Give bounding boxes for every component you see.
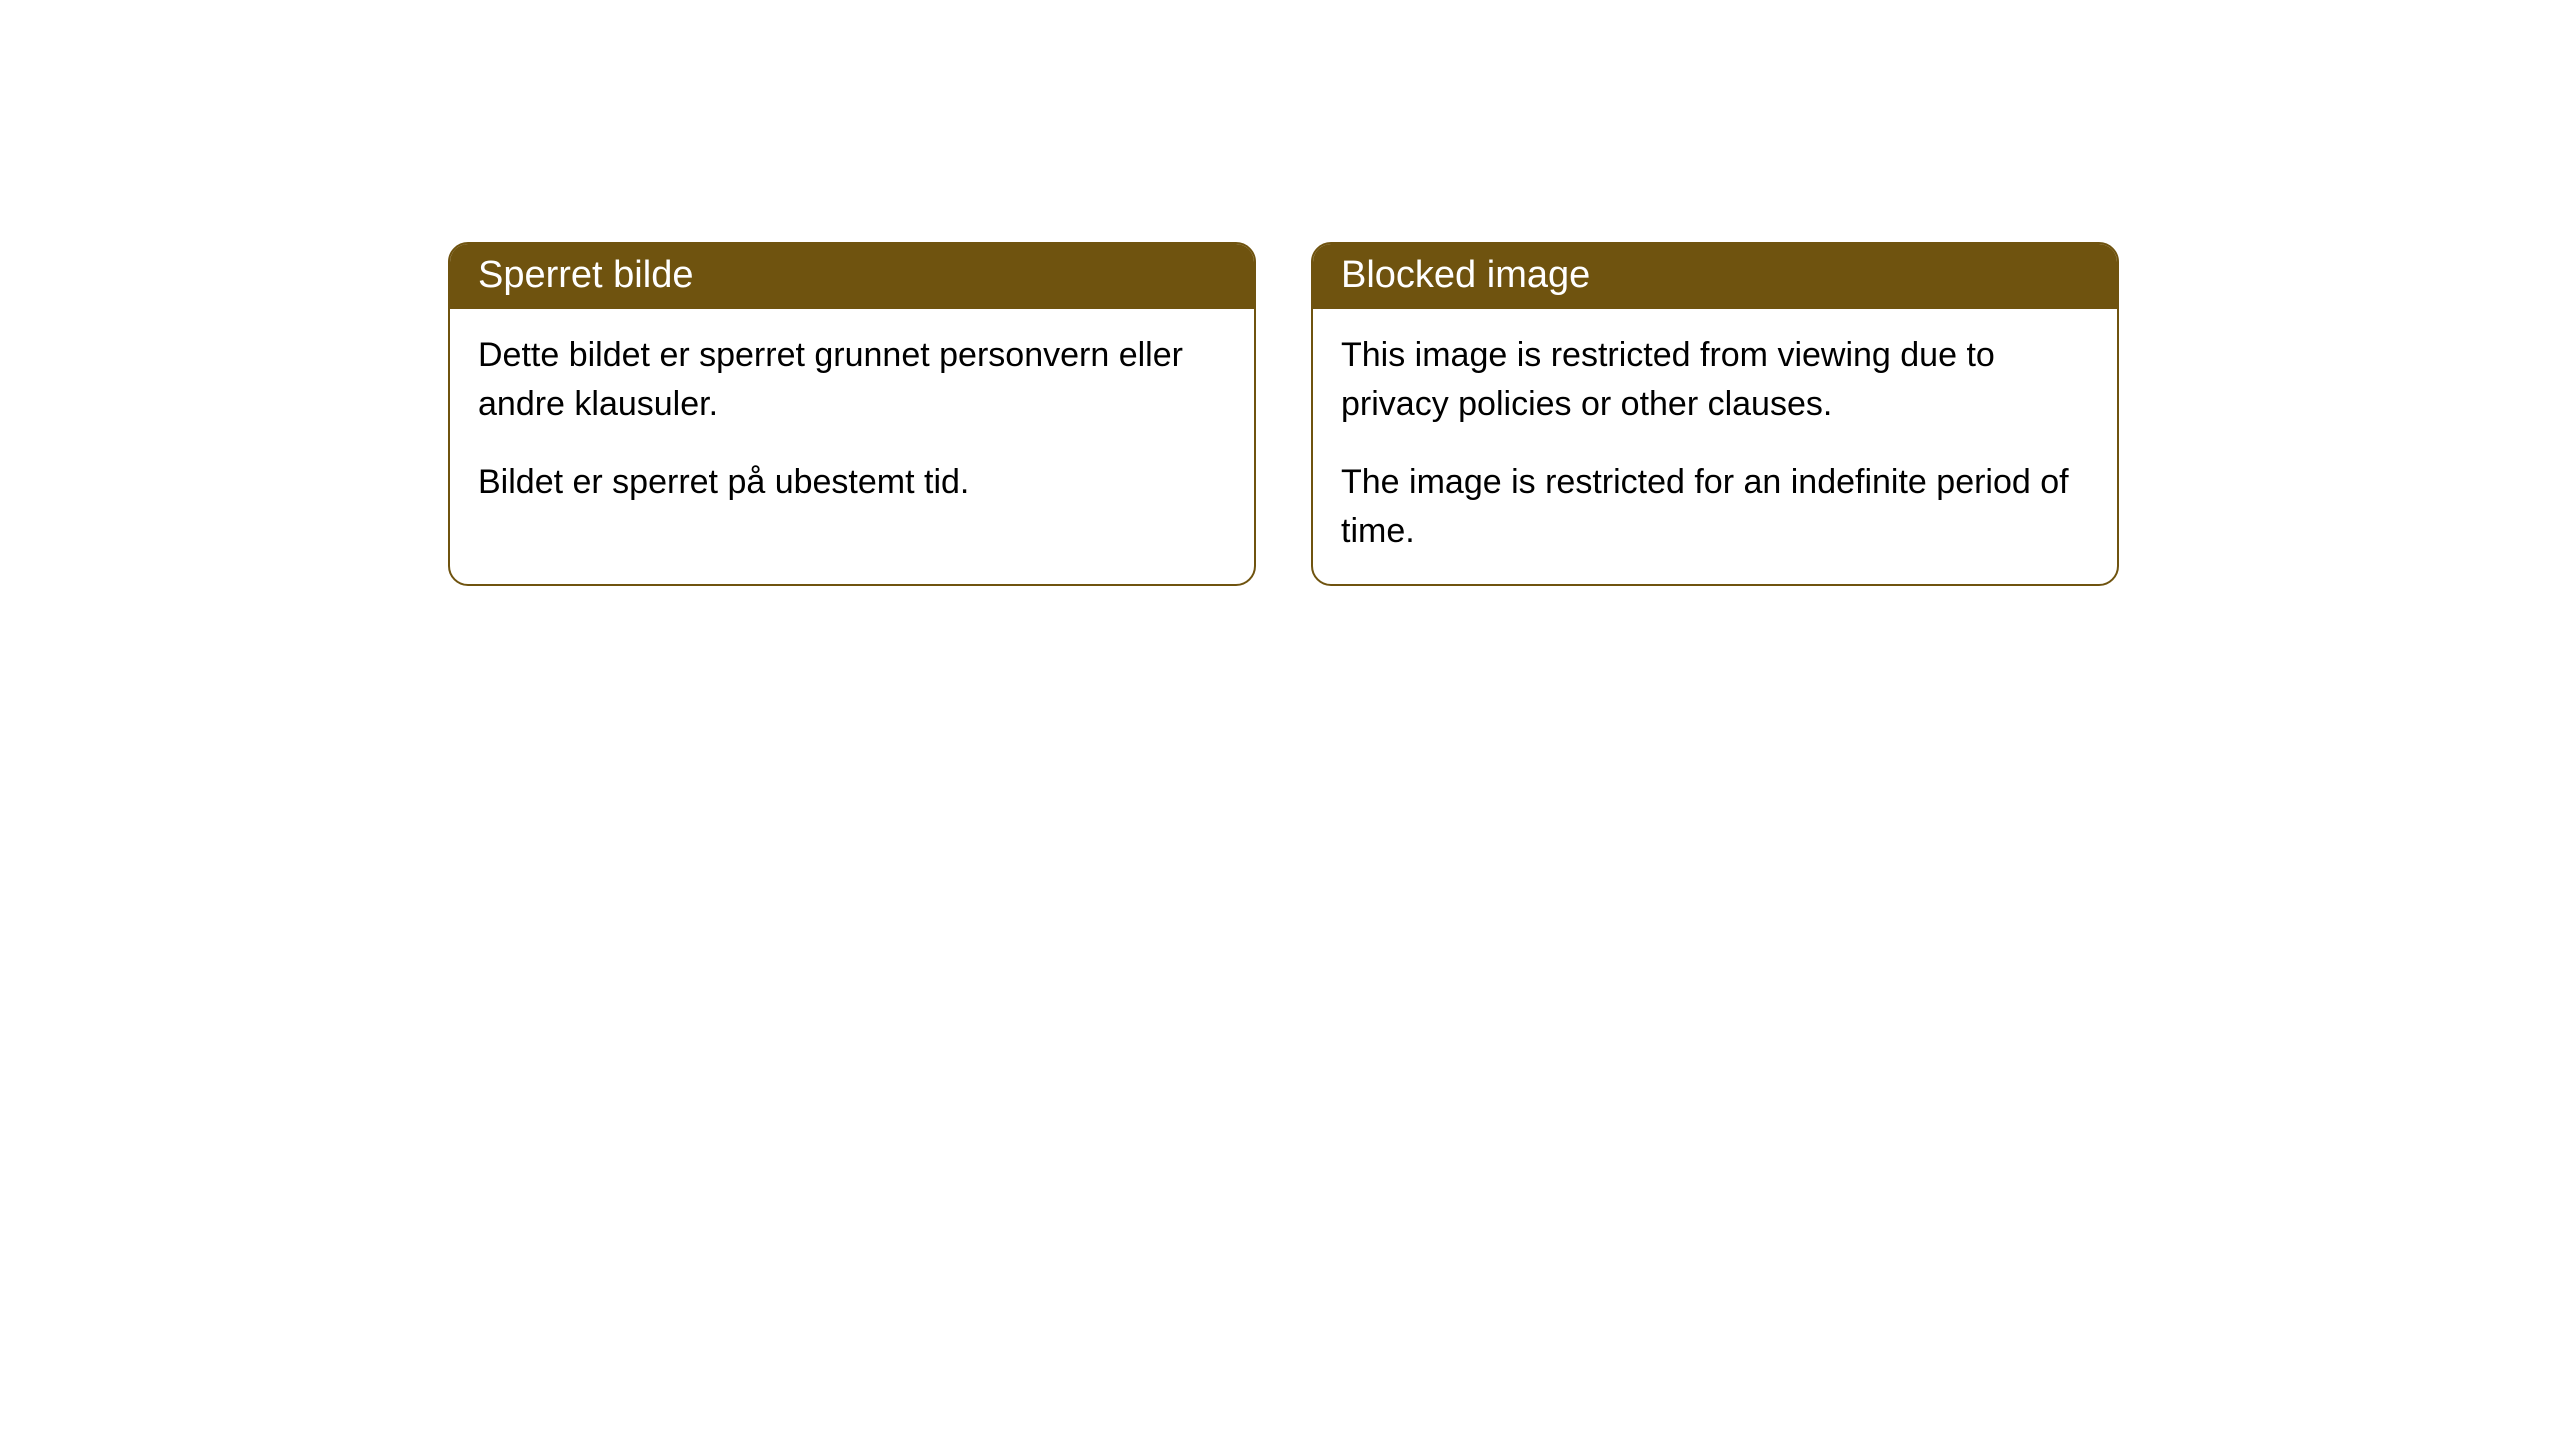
card-paragraph-1: This image is restricted from viewing du…: [1341, 331, 2089, 430]
cards-container: Sperret bilde Dette bildet er sperret gr…: [448, 242, 2119, 586]
card-header: Sperret bilde: [450, 244, 1254, 309]
card-body: Dette bildet er sperret grunnet personve…: [450, 309, 1254, 535]
card-paragraph-1: Dette bildet er sperret grunnet personve…: [478, 331, 1226, 430]
card-title: Sperret bilde: [478, 254, 693, 296]
card-paragraph-2: Bildet er sperret på ubestemt tid.: [478, 458, 1226, 507]
card-header: Blocked image: [1313, 244, 2117, 309]
card-paragraph-2: The image is restricted for an indefinit…: [1341, 458, 2089, 557]
blocked-image-card-norwegian: Sperret bilde Dette bildet er sperret gr…: [448, 242, 1256, 586]
card-body: This image is restricted from viewing du…: [1313, 309, 2117, 584]
blocked-image-card-english: Blocked image This image is restricted f…: [1311, 242, 2119, 586]
card-title: Blocked image: [1341, 254, 1590, 296]
